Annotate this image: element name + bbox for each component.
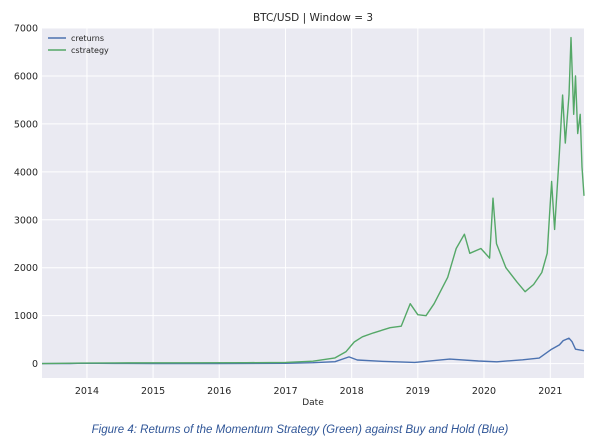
- y-tick-label: 6000: [14, 71, 38, 82]
- x-tick-label: 2016: [207, 386, 231, 397]
- y-tick-label: 2000: [14, 263, 38, 274]
- x-tick-label: 2015: [141, 386, 165, 397]
- series-line-cstrategy: [41, 36, 585, 365]
- y-tick-label: 4000: [14, 167, 38, 178]
- y-tick-label: 0: [32, 359, 38, 370]
- chart-title: BTC/USD | Window = 3: [253, 12, 373, 24]
- plot-background: [42, 28, 584, 378]
- x-axis-label: Date: [302, 398, 324, 408]
- x-tick-label: 2018: [340, 386, 364, 397]
- x-tick-label: 2019: [406, 386, 430, 397]
- legend: creturns cstrategy: [48, 34, 109, 55]
- y-tick-label: 3000: [14, 215, 38, 226]
- figure-caption: Figure 4: Returns of the Momentum Strate…: [91, 424, 509, 436]
- x-tick-label: 2021: [538, 386, 562, 397]
- x-tick-label: 2020: [472, 386, 496, 397]
- legend-label-cstrategy: cstrategy: [71, 46, 109, 55]
- y-tick-label: 7000: [14, 24, 38, 35]
- legend-label-creturns: creturns: [71, 34, 104, 43]
- y-tick-label: 5000: [14, 119, 38, 130]
- x-tick-label: 2014: [75, 386, 99, 397]
- x-tick-label: 2017: [273, 386, 297, 397]
- chart: 2014 2015 2016 2017 2018 2019 2020 2021 0 1000 20…: [14, 12, 585, 408]
- y-tick-label: 1000: [14, 311, 38, 322]
